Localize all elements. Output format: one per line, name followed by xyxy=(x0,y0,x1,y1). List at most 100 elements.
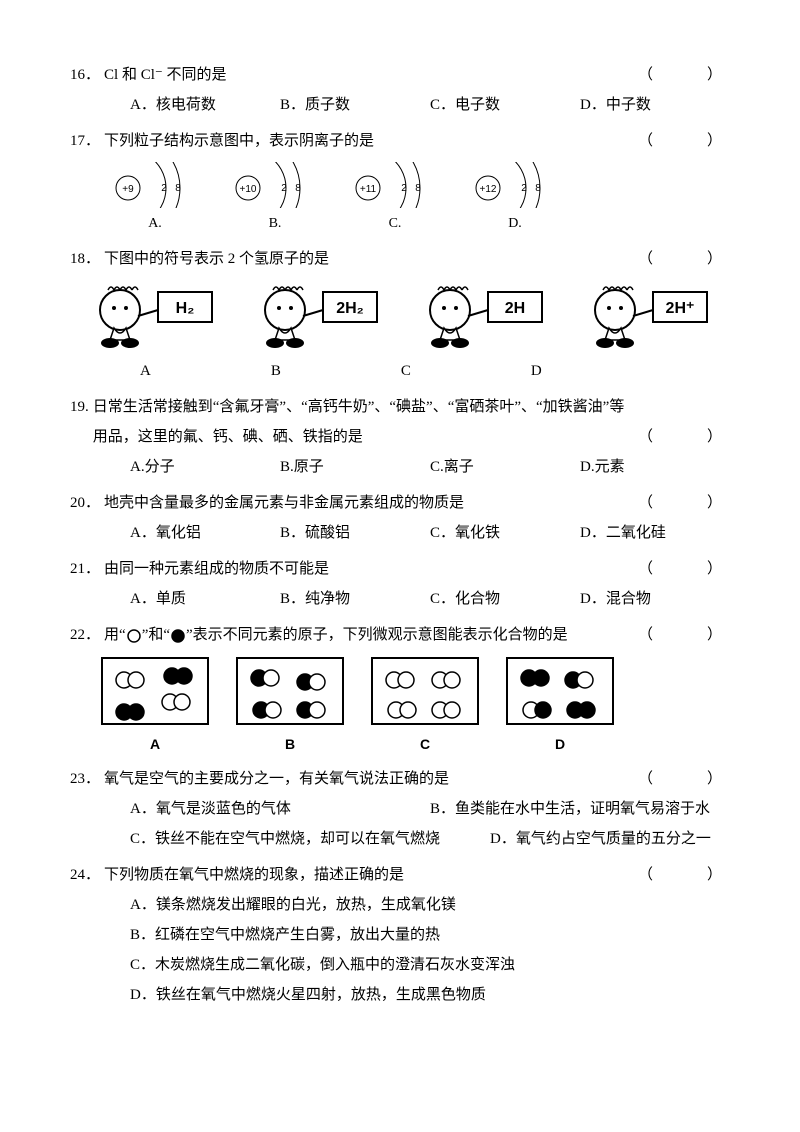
question-22: 22． 用“”和“”表示不同元素的原子，下列微观示意图能表示化合物的是 （ ） … xyxy=(70,620,730,758)
q22-bracket: （ ） xyxy=(638,620,730,650)
cartoon-figure: 2H xyxy=(420,280,550,350)
cartoon-figure: 2H⁺ xyxy=(585,280,715,350)
question-17: 17． 下列粒子结构示意图中，表示阴离子的是 （ ） +928A.+1028B.… xyxy=(70,126,730,238)
q17-text: 下列粒子结构示意图中，表示阴离子的是 xyxy=(104,126,630,156)
q19-opt-a: A.分子 xyxy=(130,452,280,482)
svg-text:2: 2 xyxy=(401,183,407,194)
box-label: B xyxy=(285,730,295,758)
q21-text: 由同一种元素组成的物质不可能是 xyxy=(104,554,630,584)
q18-cartoons: H₂ 2H₂ 2H 2H⁺ xyxy=(90,280,730,350)
svg-text:8: 8 xyxy=(415,183,421,194)
q19-text1: 日常生活常接触到“含氟牙膏”、“高钙牛奶”、“碘盐”、“富硒茶叶”、“加铁酱油”… xyxy=(93,392,730,422)
white-circle-icon xyxy=(126,628,142,644)
svg-text:2: 2 xyxy=(281,183,287,194)
q20-opt-b: B．硫酸铝 xyxy=(280,518,430,548)
q18-bracket: （ ） xyxy=(638,244,730,274)
svg-text:2H: 2H xyxy=(505,300,525,317)
q22-text-mid: ”和“ xyxy=(142,627,170,643)
svg-text:2: 2 xyxy=(521,183,527,194)
q20-text: 地壳中含量最多的金属元素与非金属元素组成的物质是 xyxy=(104,488,630,518)
q18-num: 18． xyxy=(70,244,100,274)
question-21: 21． 由同一种元素组成的物质不可能是 （ ） A．单质 B．纯净物 C．化合物… xyxy=(70,554,730,614)
q19-opt-d: D.元素 xyxy=(580,452,730,482)
atom-diagram: +10 28 B. xyxy=(230,162,320,238)
q24-opt-a: A．镁条燃烧发出耀眼的白光，放热，生成氧化镁 xyxy=(130,890,730,920)
q16-bracket: （ ） xyxy=(638,60,730,90)
cartoon-figure: H₂ xyxy=(90,280,220,350)
q22-text: 用“ ”和“ ”表示不同元素的原子，下列微观示意图能表示化合物的是 xyxy=(104,620,630,650)
q22-num: 22． xyxy=(70,620,100,650)
q18-text: 下图中的符号表示 2 个氢原子的是 xyxy=(104,244,630,274)
svg-text:H₂: H₂ xyxy=(176,300,195,317)
svg-text:2: 2 xyxy=(161,183,167,194)
svg-text:8: 8 xyxy=(175,183,181,194)
q22-text-pre: 用“ xyxy=(104,627,126,643)
q23-bracket: （ ） xyxy=(638,764,730,794)
q19-bracket: （ ） xyxy=(638,422,730,452)
q21-opt-a: A．单质 xyxy=(130,584,280,614)
box-label: D xyxy=(555,730,565,758)
q21-opt-d: D．混合物 xyxy=(580,584,730,614)
molecule-box: C xyxy=(370,656,480,758)
q18-label-c: C xyxy=(401,356,411,386)
q24-num: 24． xyxy=(70,860,100,890)
q20-num: 20． xyxy=(70,488,100,518)
black-circle-icon xyxy=(170,628,186,644)
q20-bracket: （ ） xyxy=(638,488,730,518)
diagram-label: A. xyxy=(148,210,162,238)
q16-num: 16． xyxy=(70,60,100,90)
svg-text:8: 8 xyxy=(535,183,541,194)
q21-num: 21． xyxy=(70,554,100,584)
q24-opt-d: D．铁丝在氧气中燃烧火星四射，放热，生成黑色物质 xyxy=(130,980,730,1010)
q23-opt-a: A．氧气是淡蓝色的气体 xyxy=(130,794,430,824)
diagram-label: C. xyxy=(389,210,402,238)
box-label: C xyxy=(420,730,430,758)
q18-label-a: A xyxy=(140,356,151,386)
svg-text:+12: +12 xyxy=(480,184,497,195)
q17-num: 17． xyxy=(70,126,100,156)
svg-text:+10: +10 xyxy=(240,184,257,195)
q20-opt-d: D．二氧化硅 xyxy=(580,518,730,548)
box-label: A xyxy=(150,730,160,758)
q21-bracket: （ ） xyxy=(638,554,730,584)
q23-opt-d: D．氧气约占空气质量的五分之一 xyxy=(490,824,711,854)
svg-text:2H⁺: 2H⁺ xyxy=(666,300,695,317)
q21-opt-b: B．纯净物 xyxy=(280,584,430,614)
molecule-box: A xyxy=(100,656,210,758)
diagram-label: B. xyxy=(269,210,282,238)
q17-bracket: （ ） xyxy=(638,126,730,156)
question-23: 23． 氧气是空气的主要成分之一，有关氧气说法正确的是 （ ） A．氧气是淡蓝色… xyxy=(70,764,730,854)
question-20: 20． 地壳中含量最多的金属元素与非金属元素组成的物质是 （ ） A．氧化铝 B… xyxy=(70,488,730,548)
question-18: 18． 下图中的符号表示 2 个氢原子的是 （ ） H₂ 2H₂ 2H 2H⁺ A B… xyxy=(70,244,730,386)
q16-opt-d: D．中子数 xyxy=(580,90,730,120)
q16-opt-b: B．质子数 xyxy=(280,90,430,120)
q24-opt-b: B．红磷在空气中燃烧产生白雾，放出大量的热 xyxy=(130,920,730,950)
q24-text: 下列物质在氧气中燃烧的现象，描述正确的是 xyxy=(104,860,630,890)
q23-opt-b: B．鱼类能在水中生活，证明氧气易溶于水 xyxy=(430,794,710,824)
q20-opt-a: A．氧化铝 xyxy=(130,518,280,548)
q22-boxes: A B C D xyxy=(100,656,730,758)
q21-opt-c: C．化合物 xyxy=(430,584,580,614)
svg-text:2H₂: 2H₂ xyxy=(336,300,364,317)
svg-text:8: 8 xyxy=(295,183,301,194)
question-19: 19. 日常生活常接触到“含氟牙膏”、“高钙牛奶”、“碘盐”、“富硒茶叶”、“加… xyxy=(70,392,730,482)
q20-opt-c: C．氧化铁 xyxy=(430,518,580,548)
svg-text:+9: +9 xyxy=(122,184,134,195)
q19-num: 19. xyxy=(70,392,89,422)
atom-diagram: +12 28 D. xyxy=(470,162,560,238)
q19-opt-b: B.原子 xyxy=(280,452,430,482)
question-24: 24． 下列物质在氧气中燃烧的现象，描述正确的是 （ ） A．镁条燃烧发出耀眼的… xyxy=(70,860,730,1010)
q22-text-post: ”表示不同元素的原子，下列微观示意图能表示化合物的是 xyxy=(186,627,568,643)
diagram-label: D. xyxy=(508,210,522,238)
q18-label-d: D xyxy=(531,356,542,386)
question-16: 16． Cl 和 Cl⁻ 不同的是 （ ） A．核电荷数 B．质子数 C．电子数… xyxy=(70,60,730,120)
q23-text: 氧气是空气的主要成分之一，有关氧气说法正确的是 xyxy=(104,764,630,794)
q23-num: 23． xyxy=(70,764,100,794)
q17-diagrams: +928A.+1028B.+1128C.+1228D. xyxy=(110,162,730,238)
svg-text:+11: +11 xyxy=(360,184,377,195)
q18-label-b: B xyxy=(271,356,281,386)
q16-opt-a: A．核电荷数 xyxy=(130,90,280,120)
q19-opt-c: C.离子 xyxy=(430,452,580,482)
q24-bracket: （ ） xyxy=(638,860,730,890)
q23-opt-c: C．铁丝不能在空气中燃烧，却可以在氧气燃烧 xyxy=(130,824,490,854)
